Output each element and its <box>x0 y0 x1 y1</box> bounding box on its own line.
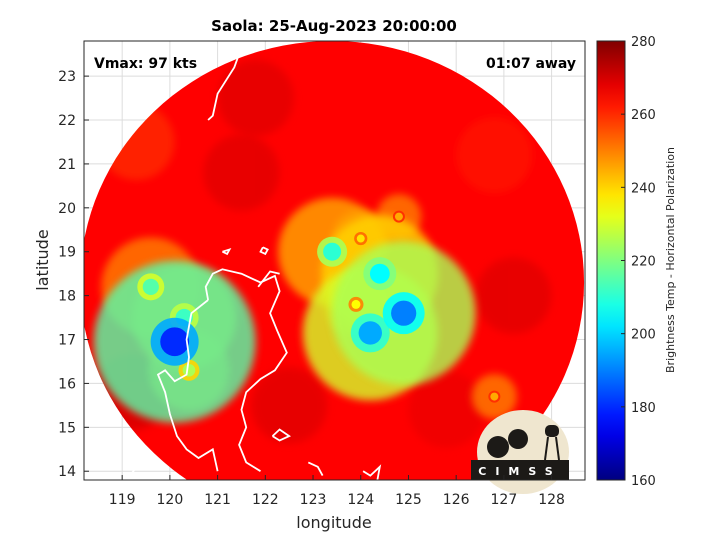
y-tick-label: 21 <box>58 157 76 173</box>
y-tick-label: 18 <box>58 289 76 305</box>
rainband-core <box>142 278 159 295</box>
colorbar-tick-label: 220 <box>631 255 656 270</box>
brightness-temperature-swath <box>84 41 585 480</box>
rainband-core <box>391 300 417 326</box>
y-tick-label: 14 <box>58 464 76 480</box>
y-tick-label: 16 <box>58 376 76 392</box>
rainband-core <box>356 234 365 243</box>
colorbar-tick-label: 260 <box>631 108 656 123</box>
swath-texture <box>408 371 485 448</box>
x-tick-label: 123 <box>300 492 327 508</box>
coastline <box>307 461 324 477</box>
rainband-core <box>182 363 196 377</box>
x-tick-label: 121 <box>204 492 231 508</box>
x-tick-label: 128 <box>538 492 565 508</box>
coastline <box>207 41 245 121</box>
swath-texture <box>456 117 533 194</box>
y-tick-label: 20 <box>58 201 76 217</box>
cimss-logo-text: CIMSS <box>478 465 561 478</box>
coastline <box>259 246 269 256</box>
x-tick-label: 120 <box>157 492 184 508</box>
cimss-logo: CIMSS <box>471 410 569 494</box>
swath-texture <box>475 257 552 334</box>
coastline <box>257 270 280 288</box>
y-axis-label: latitude <box>33 229 52 290</box>
colorbar-ticks: 160 180 200 220 240 260 280 <box>621 35 656 489</box>
y-tick-label: 22 <box>58 113 76 129</box>
x-tick-label: 122 <box>252 492 279 508</box>
y-tick-label: 19 <box>58 245 76 261</box>
colorbar-tick-label: 200 <box>631 328 656 343</box>
x-tick-label: 127 <box>491 492 518 508</box>
y-axis-ticks: 14 15 16 17 18 19 20 21 22 23 <box>58 69 89 480</box>
coastline <box>362 464 382 480</box>
colorbar-tick-label: 280 <box>631 35 656 50</box>
colorbar-tick-label: 160 <box>631 474 656 489</box>
rainband-core <box>160 327 190 357</box>
colorbar <box>596 40 626 481</box>
coastline <box>156 299 219 472</box>
plot-frame <box>83 40 586 481</box>
swath-texture <box>203 134 280 211</box>
rainband-core <box>323 242 342 261</box>
rainband-core <box>394 212 403 221</box>
x-tick-label: 126 <box>443 492 470 508</box>
y-tick-label: 23 <box>58 69 76 85</box>
chart-title: Saola: 25-Aug-2023 20:00:00 <box>211 17 457 35</box>
colorbar-tick-label: 240 <box>631 181 656 196</box>
y-tick-label: 15 <box>58 420 76 436</box>
x-axis-ticks: 119 120 121 122 123 124 125 126 127 128 <box>109 475 565 508</box>
colorbar-tick-label: 180 <box>631 401 656 416</box>
coastline <box>204 268 288 472</box>
x-tick-label: 119 <box>109 492 136 508</box>
coastline <box>222 247 232 256</box>
time-away-annotation: 01:07 away <box>486 56 576 72</box>
swath-texture <box>251 367 328 444</box>
x-tick-label: 125 <box>395 492 422 508</box>
coastline <box>271 428 292 442</box>
coastline <box>126 466 138 480</box>
rainband-core <box>490 392 499 401</box>
rainband-core <box>351 299 361 309</box>
swath-texture <box>217 60 294 137</box>
y-tick-label: 17 <box>58 333 76 349</box>
x-tick-label: 124 <box>347 492 374 508</box>
x-axis-label: longitude <box>296 513 371 532</box>
colorbar-label: Brightness Temp - Horizontal Polarizatio… <box>664 147 677 373</box>
rainband-core <box>369 263 390 284</box>
vmax-annotation: Vmax: 97 kts <box>94 56 197 72</box>
rainband-core <box>358 321 382 345</box>
coastlines <box>126 41 382 480</box>
